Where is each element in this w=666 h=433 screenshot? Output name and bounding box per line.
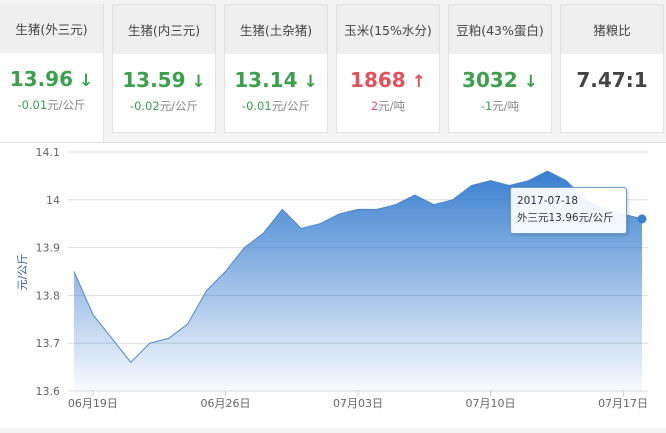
x-tick-label: 06月19日: [68, 397, 118, 410]
price-cards: 生猪(外三元) 13.96 ↓ -0.01元/公斤 生猪(内三元) 13.59 ↓ -…: [0, 4, 666, 144]
card-change: -0.02元/公斤: [113, 98, 215, 114]
card-4[interactable]: 豆粕(43%蛋白) 3032 ↓ -1元/吨: [448, 4, 552, 133]
card-title: 生猪(内三元): [113, 5, 215, 54]
x-tick-label: 07月17日: [598, 397, 648, 410]
value-text: 7.47:1: [576, 68, 648, 92]
card-value: 13.59 ↓: [113, 68, 215, 92]
arrow-down-icon: ↓: [523, 72, 538, 92]
x-tick-label: 07月10日: [466, 397, 516, 410]
card-0[interactable]: 生猪(外三元) 13.96 ↓ -0.01元/公斤: [0, 4, 104, 144]
value-text: 13.14: [234, 68, 298, 92]
change-value: -1: [480, 99, 493, 113]
value-text: 13.96: [9, 67, 73, 91]
value-text: 13.59: [122, 68, 186, 92]
y-tick-label: 13.8: [36, 289, 61, 302]
y-axis-label: 元/公斤: [16, 254, 29, 291]
y-tick-label: 13.7: [36, 337, 61, 350]
card-change: -0.01元/公斤: [225, 98, 327, 114]
value-text: 3032: [462, 68, 518, 92]
card-title: 豆粕(43%蛋白): [449, 5, 551, 54]
change-value: -0.02: [129, 99, 160, 113]
value-text: 1868: [350, 68, 406, 92]
data-point: [637, 214, 647, 224]
y-tick-label: 14.1: [36, 146, 61, 159]
x-tick-label: 07月03日: [333, 397, 383, 410]
tooltip-text: 外三元13.96元/公斤: [517, 212, 614, 224]
card-change: -1元/吨: [449, 98, 551, 114]
arrow-up-icon: ↑: [411, 72, 426, 92]
x-tick-label: 06月26日: [200, 397, 250, 410]
card-change: 2元/吨: [337, 98, 439, 114]
arrow-down-icon: ↓: [191, 72, 206, 92]
arrow-down-icon: ↓: [79, 71, 94, 91]
tooltip-date: 2017-07-18: [517, 195, 579, 207]
change-value: 2: [370, 99, 379, 113]
change-unit: 元/公斤: [271, 99, 311, 113]
card-change: -0.01元/公斤: [0, 97, 103, 113]
arrow-down-icon: ↓: [303, 72, 318, 92]
y-tick-label: 13.9: [36, 242, 61, 255]
card-3[interactable]: 玉米(15%水分) 1868 ↑ 2元/吨: [336, 4, 440, 133]
card-value: 1868 ↑: [337, 68, 439, 92]
y-tick-label: 14: [46, 194, 60, 207]
card-1[interactable]: 生猪(内三元) 13.59 ↓ -0.02元/公斤: [112, 4, 216, 133]
chart-tooltip: 2017-07-18 外三元13.96元/公斤: [510, 187, 627, 234]
card-title: 猪粮比: [561, 5, 663, 54]
area-fill: [74, 171, 642, 391]
change-value: -0.01: [241, 99, 272, 113]
change-unit: 元/吨: [378, 99, 406, 113]
change-value: -0.01: [17, 98, 48, 112]
change-unit: 元/公斤: [159, 99, 199, 113]
card-value: 13.96 ↓: [0, 67, 103, 91]
card-title: 玉米(15%水分): [337, 5, 439, 54]
card-title: 生猪(外三元): [0, 4, 103, 53]
card-value: 13.14 ↓: [225, 68, 327, 92]
y-tick-label: 13.6: [36, 385, 61, 398]
change-unit: 元/吨: [492, 99, 520, 113]
card-value: 3032 ↓: [449, 68, 551, 92]
card-5[interactable]: 猪粮比 7.47:1: [560, 4, 664, 133]
card-2[interactable]: 生猪(土杂猪) 13.14 ↓ -0.01元/公斤: [224, 4, 328, 133]
change-unit: 元/公斤: [47, 98, 86, 112]
card-value: 7.47:1: [561, 68, 663, 92]
series-line: [73, 170, 643, 364]
card-title: 生猪(土杂猪): [225, 5, 327, 54]
